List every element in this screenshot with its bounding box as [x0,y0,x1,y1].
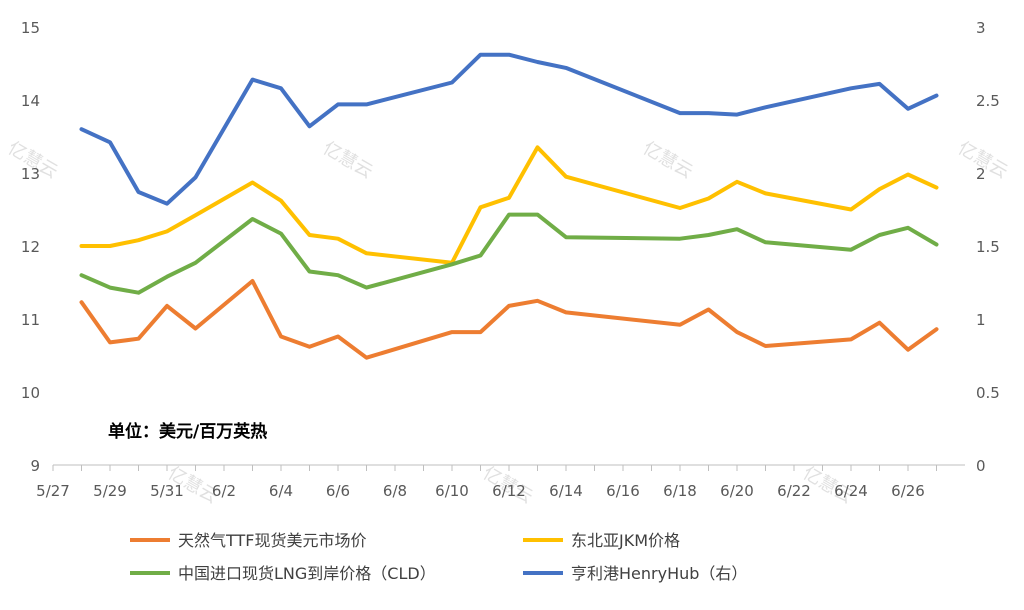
y-right-tick-label: 3 [976,19,986,37]
series-line-3 [79,212,939,295]
legend-label-1: 天然气TTF现货美元市场价 [178,531,366,550]
y-right-tick-label: 2 [976,165,986,183]
y-right-tick-label: 1 [976,311,986,329]
x-tick-label: 6/4 [269,482,293,500]
y-left-tick-label: 10 [21,384,40,402]
series-line-4 [79,52,939,206]
x-tick-label: 6/18 [663,482,697,500]
y-left-tick-label: 11 [21,311,40,329]
unit-label: 单位：美元/百万英热 [108,421,267,442]
x-tick-label: 6/16 [606,482,640,500]
series-layer [79,52,939,360]
y-right-tick-label: 2.5 [976,92,1000,110]
x-tick-label: 6/10 [435,482,469,500]
x-tick-label: 6/20 [720,482,754,500]
x-tick-label: 5/29 [93,482,127,500]
y-right-tick-label: 0 [976,457,986,475]
y-left-tick-label: 12 [21,238,40,256]
y-right-tick-label: 1.5 [976,238,1000,256]
series-line-2 [79,145,939,265]
x-tick-label: 5/31 [150,482,184,500]
y-left-tick-label: 14 [21,92,40,110]
x-tick-label: 6/24 [834,482,868,500]
x-tick-label: 6/6 [326,482,350,500]
legend-label-2: 东北亚JKM价格 [571,531,680,550]
y-left-tick-label: 9 [30,457,40,475]
axes-layer: 5/27 5/29 5/31 6/2 6/4 6/6 6/8 6/10 6/12 6/14 6/16… [21,19,1000,500]
x-tick-label: 6/14 [549,482,583,500]
x-tick-label: 5/27 [36,482,70,500]
legend-label-3: 中国进口现货LNG到岸价格（CLD） [178,564,436,583]
x-tick-label: 6/2 [212,482,236,500]
x-tick-label: 6/26 [891,482,925,500]
x-tick-label: 6/8 [383,482,407,500]
x-tick-label: 6/12 [492,482,526,500]
x-tick-label: 6/22 [777,482,811,500]
y-right-tick-label: 0.5 [976,384,1000,402]
y-left-tick-label: 15 [21,19,40,37]
legend-label-4: 亨利港HenryHub（右） [571,564,747,583]
y-left-tick-label: 13 [21,165,40,183]
series-line-1 [79,279,939,360]
